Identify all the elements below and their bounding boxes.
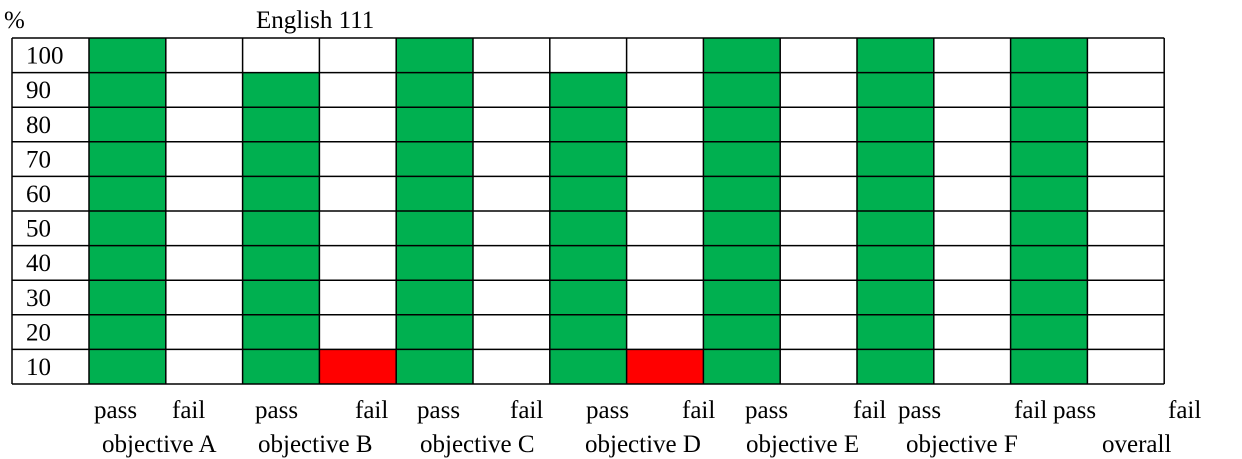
x-tick-label-pass: pass [94, 397, 137, 424]
y-tick-label: 100 [26, 43, 64, 70]
bar-2-fail [319, 349, 397, 384]
y-tick-label: 30 [26, 285, 51, 312]
group-label: objective E [746, 431, 859, 458]
x-tick-label-pass: pass [1053, 397, 1096, 424]
y-tick-label: 20 [26, 319, 51, 346]
x-tick-label-fail: fail [355, 397, 388, 424]
x-tick-label-pass: pass [255, 397, 298, 424]
group-label: objective B [258, 431, 373, 458]
x-tick-label-pass: pass [586, 397, 629, 424]
y-tick-label: 80 [26, 112, 51, 139]
y-tick-label: 60 [26, 181, 51, 208]
grid [11, 37, 1165, 385]
x-tick-label-fail: fail [510, 397, 543, 424]
group-label: overall [1102, 431, 1171, 458]
x-tick-label-fail: fail [1168, 397, 1201, 424]
x-tick-label-fail: fail [1014, 397, 1047, 424]
x-tick-label-pass: pass [417, 397, 460, 424]
bar-4-fail [626, 349, 704, 384]
y-tick-label: 90 [26, 77, 51, 104]
chart-title: English 111 [256, 7, 374, 34]
y-tick-label: 10 [26, 354, 51, 381]
group-label: objective C [420, 431, 535, 458]
y-axis-label: % [4, 7, 25, 34]
y-tick-label: 40 [26, 250, 51, 277]
y-tick-label: 70 [26, 146, 51, 173]
y-tick-labels: 100 90 80 70 60 50 40 30 20 10 [26, 43, 64, 381]
x-tick-label-fail: fail [682, 397, 715, 424]
y-tick-label: 50 [26, 216, 51, 243]
group-labels: objective A objective B objective C objecti… [102, 431, 1171, 458]
bar-4-pass [549, 72, 627, 384]
x-tick-labels: pass fail pass fail pass fail pass fail pass fail… [94, 397, 1201, 424]
group-label: objective D [585, 431, 701, 458]
x-tick-label-pass: pass [898, 397, 941, 424]
x-tick-label-fail: fail [853, 397, 886, 424]
group-label: objective F [906, 431, 1018, 458]
bar-2-pass [242, 72, 320, 384]
x-tick-label-fail: fail [172, 397, 205, 424]
group-label: objective A [102, 431, 217, 458]
x-tick-label-pass: pass [745, 397, 788, 424]
